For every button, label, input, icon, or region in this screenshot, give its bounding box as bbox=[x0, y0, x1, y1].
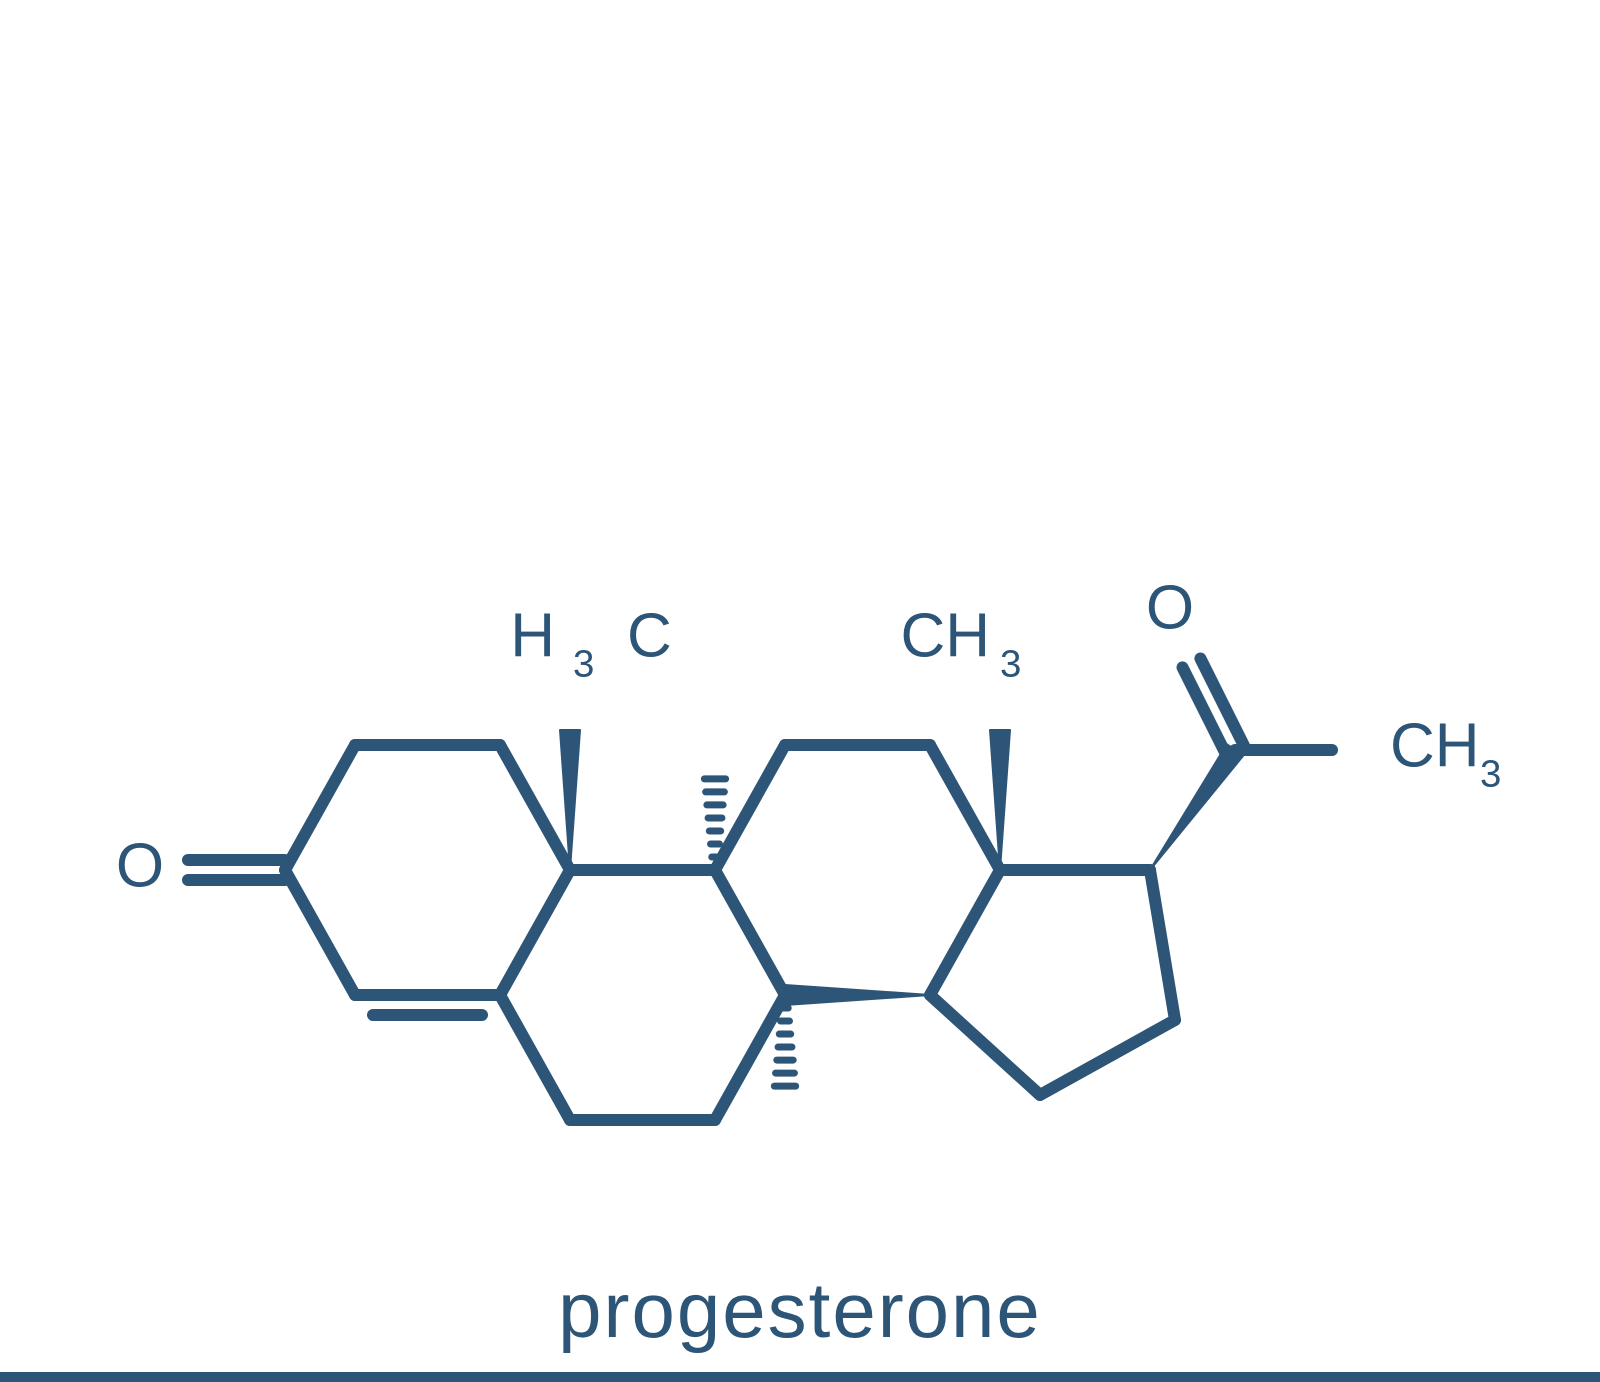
molecule-caption: progesterone bbox=[0, 1265, 1600, 1356]
caption-text: progesterone bbox=[558, 1266, 1042, 1354]
molecule-structure: OOCH3H3CCH3 bbox=[0, 0, 1600, 1382]
svg-text:3: 3 bbox=[573, 642, 594, 685]
diagram-canvas: OOCH3H3CCH3 progesterone bbox=[0, 0, 1600, 1382]
svg-text:3: 3 bbox=[1480, 752, 1501, 795]
svg-text:O: O bbox=[116, 831, 164, 900]
svg-text:CH: CH bbox=[900, 601, 990, 670]
svg-text:O: O bbox=[1146, 573, 1194, 642]
footer-bar bbox=[0, 1372, 1600, 1382]
svg-text:C: C bbox=[627, 601, 672, 670]
svg-text:CH: CH bbox=[1390, 711, 1480, 780]
svg-text:H: H bbox=[510, 601, 555, 670]
svg-text:3: 3 bbox=[1000, 642, 1021, 685]
